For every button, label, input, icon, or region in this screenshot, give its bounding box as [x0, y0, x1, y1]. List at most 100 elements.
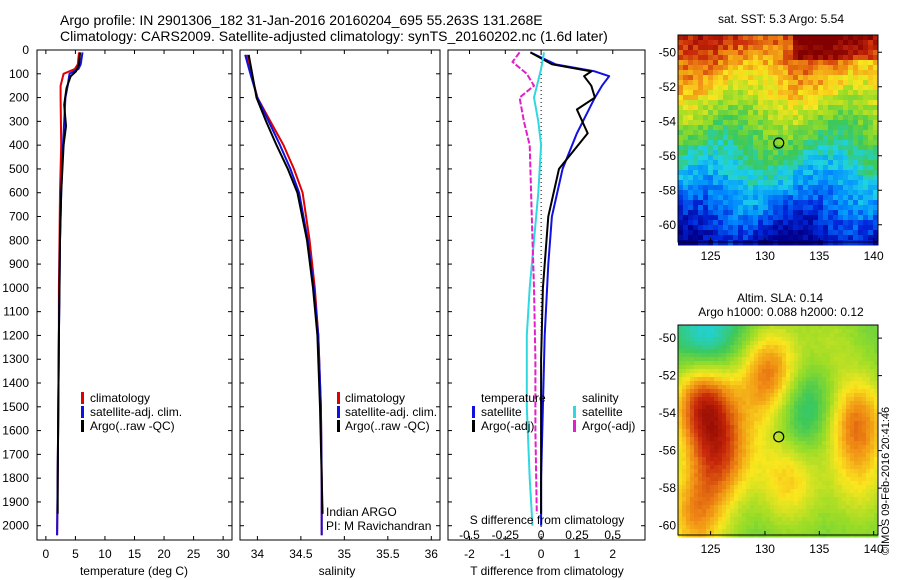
map-cell [773, 135, 779, 141]
map-cell [830, 405, 835, 410]
map-cell [782, 325, 787, 330]
map-cell [746, 329, 751, 334]
map-cell [778, 135, 784, 141]
map-cell [790, 425, 795, 430]
map-cell [770, 401, 775, 406]
map-cell [766, 453, 771, 458]
map-cell [822, 473, 827, 478]
map-cell [722, 341, 727, 346]
map-cell [693, 45, 699, 51]
map-cell [788, 165, 794, 171]
map-cell [808, 65, 814, 71]
map-cell [690, 409, 695, 414]
map-cell [722, 329, 727, 334]
map-cell [693, 80, 699, 86]
map-cell [682, 397, 687, 402]
map-cell [746, 353, 751, 358]
map-cell [794, 405, 799, 410]
map-cell [794, 513, 799, 518]
map-cell [683, 100, 689, 106]
map-cell [722, 449, 727, 454]
map-cell [778, 509, 783, 514]
map-cell [803, 45, 809, 51]
map-cell [754, 453, 759, 458]
map-cell [818, 90, 824, 96]
map-cell [762, 513, 767, 518]
map-cell [678, 110, 684, 116]
map-cell [718, 397, 723, 402]
map-cell [803, 230, 809, 236]
map-cell [846, 505, 851, 510]
map-cell [690, 501, 695, 506]
map-cell [874, 461, 879, 466]
map-cell [834, 369, 839, 374]
map-cell [690, 389, 695, 394]
map-cell [858, 190, 864, 196]
map-cell [862, 497, 867, 502]
map-cell [818, 369, 823, 374]
map-cell [850, 445, 855, 450]
map-cell [742, 481, 747, 486]
map-cell [758, 215, 764, 221]
map-cell [818, 175, 824, 181]
map-cell [698, 165, 704, 171]
map-cell [746, 481, 751, 486]
map-cell [743, 175, 749, 181]
map-cell [793, 125, 799, 131]
map-cell [754, 353, 759, 358]
map-cell [754, 349, 759, 354]
map-cell [693, 130, 699, 136]
map-cell [866, 473, 871, 478]
map-cell [833, 220, 839, 226]
map-cell [718, 220, 724, 226]
map-cell [846, 329, 851, 334]
map-cell [714, 393, 719, 398]
map-cell [762, 361, 767, 366]
map-cell [806, 489, 811, 494]
map-cell [793, 90, 799, 96]
map-cell [873, 230, 879, 236]
map-cell [750, 429, 755, 434]
map-cell [810, 337, 815, 342]
map-cell [678, 457, 683, 462]
map-cell [733, 65, 739, 71]
map-cell [806, 409, 811, 414]
map-cell [734, 397, 739, 402]
map-cell [782, 393, 787, 398]
map-cell [806, 493, 811, 498]
map-cell [750, 409, 755, 414]
map-cell [714, 485, 719, 490]
legend-swatch-argo [337, 420, 340, 432]
map-cell [798, 397, 803, 402]
map-cell [866, 325, 871, 330]
map-cell [708, 110, 714, 116]
map-cell [758, 140, 764, 146]
map-cell [782, 485, 787, 490]
map-cell [728, 125, 734, 131]
map-cell [710, 469, 715, 474]
map-cell [868, 130, 874, 136]
map-cell [770, 373, 775, 378]
map-cell [798, 135, 804, 141]
map-cell [694, 325, 699, 330]
map-cell [718, 55, 724, 61]
map-cell [846, 473, 851, 478]
map-cell [778, 465, 783, 470]
map-cell [843, 85, 849, 91]
map-cell [690, 433, 695, 438]
map-cell [793, 150, 799, 156]
map-cell [723, 210, 729, 216]
map-cell [722, 521, 727, 526]
map-cell [802, 441, 807, 446]
map-cell [693, 195, 699, 201]
map-cell [866, 337, 871, 342]
map-cell [822, 449, 827, 454]
map-cell [828, 120, 834, 126]
map-cell [858, 329, 863, 334]
map-cell [802, 377, 807, 382]
map-cell [738, 445, 743, 450]
map-cell [728, 110, 734, 116]
map-cell [690, 349, 695, 354]
map-cell [742, 461, 747, 466]
map-cell [873, 95, 879, 101]
